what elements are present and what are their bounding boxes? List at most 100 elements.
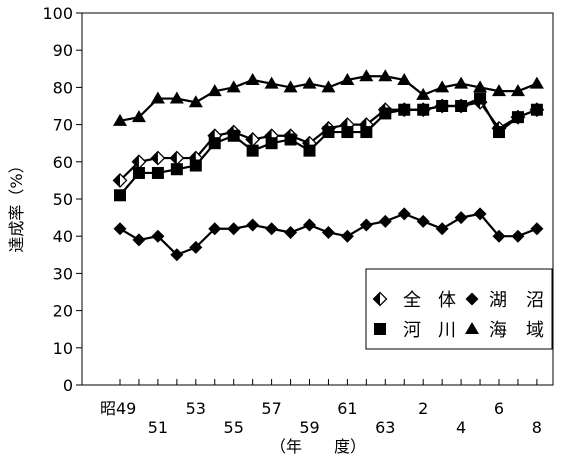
data-point [265, 222, 279, 236]
data-point [132, 233, 146, 247]
x-tick-label: 4 [456, 418, 466, 437]
data-point [151, 229, 165, 243]
y-tick-label: 50 [53, 190, 73, 209]
data-point [454, 76, 469, 89]
x-tick-label: 53 [186, 399, 206, 418]
data-point [131, 110, 146, 123]
legend-marker [465, 292, 479, 306]
legend-label: 河 [403, 320, 421, 341]
data-point [454, 211, 468, 225]
data-point [359, 218, 373, 232]
legend-item: 海域 [465, 320, 544, 341]
x-tick-label: 55 [224, 418, 244, 437]
data-point [510, 84, 525, 97]
data-point [264, 76, 279, 89]
data-point [132, 166, 145, 179]
data-point [322, 126, 335, 139]
data-point [416, 87, 431, 100]
data-point [188, 95, 203, 108]
data-point [113, 222, 127, 236]
legend-label: 川 [438, 320, 456, 341]
series-2 [113, 207, 544, 262]
legend-label: 湖 [489, 290, 507, 311]
data-point [303, 144, 316, 157]
legend-item: 河川 [374, 320, 456, 341]
data-point [170, 248, 184, 262]
axes: 0 10 20 30 40 50 60 70 80 90 100 昭49 51 53 55 57 59 61 63 2… [42, 4, 554, 437]
y-tick-label: 100 [42, 4, 73, 23]
y-tick-label: 90 [53, 41, 73, 60]
data-point [511, 229, 525, 243]
data-point [492, 84, 506, 97]
y-tick-label: 40 [53, 227, 73, 246]
data-point [284, 133, 297, 146]
series-1 [114, 92, 543, 202]
x-tick-label: 59 [299, 418, 319, 437]
data-point [283, 80, 298, 93]
x-tick-label: 63 [375, 418, 395, 437]
y-tick-label: 70 [53, 116, 73, 135]
data-point [151, 166, 164, 179]
data-point [359, 69, 374, 82]
x-tick-label: 昭49 [100, 399, 136, 418]
x-tick-label: 2 [418, 399, 428, 418]
data-point [227, 129, 240, 142]
data-point-shade [132, 155, 139, 169]
data-point [150, 91, 165, 104]
data-point [227, 222, 241, 236]
data-point [416, 214, 430, 228]
data-point [493, 126, 505, 139]
series-3 [113, 69, 544, 126]
x-axis-title: （年 度） [270, 437, 366, 456]
y-tick-label: 30 [53, 264, 73, 283]
data-point [340, 229, 354, 243]
y-tick-label: 10 [53, 339, 73, 358]
data-point [378, 69, 393, 82]
data-point [340, 72, 355, 85]
legend-label: 体 [438, 290, 456, 311]
data-point [284, 225, 298, 239]
data-point [360, 126, 373, 139]
data-point [246, 218, 260, 232]
data-point [398, 103, 411, 116]
legend-marker [465, 322, 479, 334]
x-tick-label: 57 [261, 399, 281, 418]
data-point [207, 84, 222, 97]
data-point [492, 229, 506, 243]
data-point [378, 214, 392, 228]
legend-label: 全 [403, 290, 421, 311]
y-tick-label: 0 [63, 376, 73, 395]
data-point [379, 107, 392, 120]
x-tick-label: 6 [494, 399, 504, 418]
legend-item: 湖沼 [465, 290, 544, 311]
data-point [169, 91, 184, 104]
data-point [170, 163, 183, 176]
legend-label: 域 [526, 320, 544, 341]
legend-marker [374, 323, 386, 335]
data-point [397, 207, 411, 221]
data-point [321, 225, 335, 239]
y-tick-label: 80 [53, 78, 73, 97]
legend-label: 海 [489, 320, 507, 341]
data-point-shade [113, 173, 120, 187]
data-point [208, 222, 222, 236]
data-point [321, 80, 336, 93]
x-tick-label: 51 [148, 418, 168, 437]
data-point [530, 222, 544, 236]
legend-item: 全体 [372, 290, 456, 311]
legend: 全体湖沼河川海域 [365, 268, 553, 350]
series-line [119, 97, 538, 196]
data-point [436, 100, 449, 112]
data-point [189, 240, 203, 254]
data-point [511, 111, 524, 124]
legend-label: 沼 [526, 290, 544, 311]
data-point [303, 218, 316, 232]
legend-marker-shade [373, 292, 380, 306]
data-point [455, 100, 468, 112]
data-point [341, 126, 354, 139]
x-tick-label: 8 [532, 418, 542, 437]
legend-box [365, 268, 553, 350]
y-axis-title: 達成率（%） [7, 157, 26, 252]
